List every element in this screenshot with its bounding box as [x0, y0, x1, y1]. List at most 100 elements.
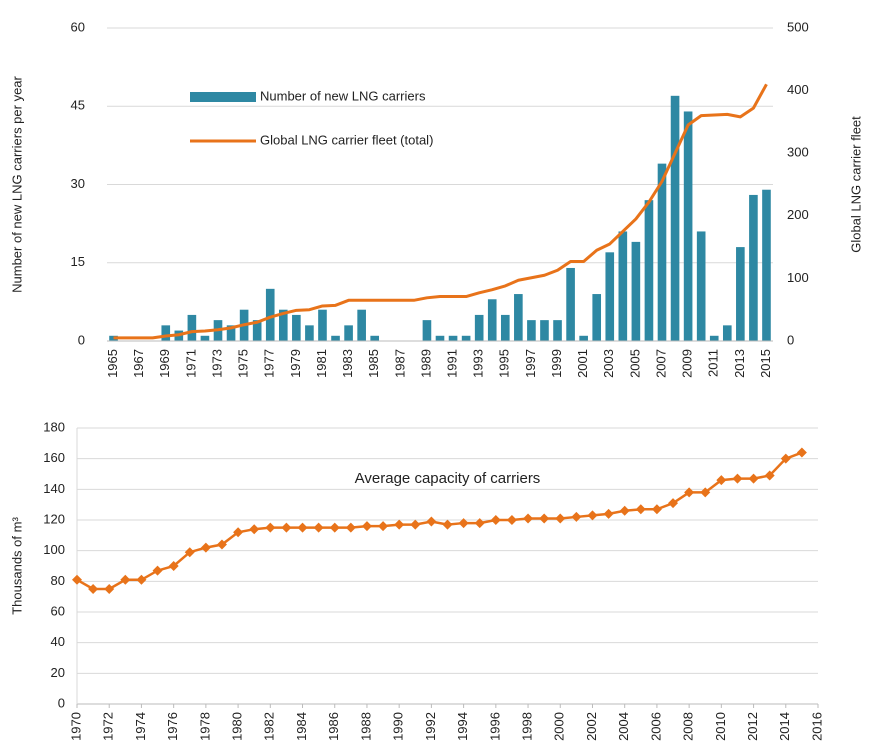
bar [631, 241, 641, 341]
marker [233, 527, 244, 538]
x-tick-label: 1979 [288, 349, 303, 378]
annotation: Average capacity of carriers [355, 470, 541, 487]
marker [104, 584, 115, 594]
bar [500, 314, 510, 341]
x-tick-label: 1974 [133, 712, 148, 741]
bar [644, 200, 654, 341]
bar [540, 320, 549, 341]
marker [168, 561, 179, 571]
marker [716, 475, 727, 486]
bar [187, 314, 197, 341]
bar [461, 335, 471, 341]
marker [152, 565, 163, 576]
y2-tick-label: 400 [787, 82, 809, 97]
marker [361, 521, 372, 532]
marker [619, 505, 630, 516]
bar [265, 288, 275, 341]
marker [506, 515, 517, 525]
bar [370, 335, 380, 341]
x-tick-label: 1999 [549, 349, 564, 378]
bar [487, 299, 497, 341]
capacity-line [76, 451, 803, 591]
y-tick-label: 15 [71, 254, 85, 269]
x-tick-label: 1984 [294, 712, 309, 741]
marker [458, 518, 469, 529]
x-tick-label: 1981 [314, 349, 329, 378]
marker [490, 515, 501, 525]
marker [184, 547, 195, 558]
bar [566, 267, 575, 341]
marker [668, 498, 679, 509]
y-tick-label: 60 [71, 19, 85, 34]
marker [587, 510, 598, 521]
legend-label: Global LNG carrier fleet (total) [260, 132, 433, 147]
marker [378, 521, 389, 532]
bar [618, 231, 628, 341]
bar [553, 320, 562, 341]
y2-axis-label: Global LNG carrier fleet [848, 116, 863, 253]
x-tick-label: 2002 [584, 712, 599, 741]
legend-swatch [190, 92, 256, 102]
y-tick-label: 160 [43, 450, 65, 465]
x-tick-label: 1982 [262, 712, 277, 741]
bar [696, 231, 706, 341]
y-tick-label: 20 [51, 665, 65, 680]
bar [736, 247, 745, 341]
marker [603, 508, 614, 519]
bar [709, 335, 719, 341]
bar [318, 309, 327, 341]
x-tick-label: 2008 [681, 712, 696, 741]
x-tick-label: 1994 [455, 712, 470, 741]
y-tick-label: 0 [78, 332, 85, 347]
bar [749, 194, 758, 341]
legend-label: Number of new LNG carriers [260, 88, 426, 103]
bar [527, 320, 536, 341]
y-tick-label: 30 [71, 176, 85, 191]
x-tick-label: 2015 [758, 349, 773, 378]
marker [523, 513, 534, 524]
y-tick-label: 80 [51, 573, 65, 588]
marker [555, 513, 566, 524]
marker [539, 513, 550, 524]
x-tick-label: 1993 [471, 349, 486, 378]
marker [216, 539, 227, 550]
x-tick-label: 1989 [418, 349, 433, 378]
x-tick-label: 1965 [105, 349, 120, 378]
bar [292, 314, 301, 341]
x-tick-label: 1997 [523, 349, 538, 378]
bar [448, 335, 458, 341]
marker [394, 519, 405, 530]
x-tick-label: 1985 [366, 349, 381, 378]
marker [780, 453, 791, 464]
bar [278, 309, 288, 341]
y2-tick-label: 100 [787, 270, 809, 285]
bar [722, 325, 732, 341]
marker [313, 522, 324, 533]
marker [136, 574, 147, 585]
x-tick-label: 2013 [732, 349, 747, 378]
x-tick-label: 1967 [131, 349, 146, 378]
fleet-line [113, 83, 768, 340]
marker [200, 542, 211, 553]
y-tick-label: 60 [51, 603, 65, 618]
marker [764, 470, 775, 481]
x-tick-label: 1973 [209, 349, 224, 378]
x-tick-label: 1998 [519, 712, 534, 741]
x-tick-label: 2011 [706, 349, 721, 377]
x-tick-label: 1987 [392, 349, 407, 378]
y2-tick-label: 500 [787, 19, 809, 34]
y-tick-label: 100 [43, 542, 65, 557]
x-tick-label: 1977 [262, 349, 277, 378]
marker [72, 574, 82, 585]
y-tick-label: 45 [71, 98, 85, 113]
y-tick-label: 120 [43, 511, 65, 526]
bar [670, 95, 680, 341]
x-tick-label: 1992 [423, 712, 438, 741]
marker [410, 519, 421, 530]
bar [762, 189, 771, 341]
marker [635, 504, 646, 515]
bar [683, 111, 693, 341]
x-tick-label: 1971 [183, 349, 198, 378]
y-axis-label: Number of new LNG carriers per year [9, 75, 24, 292]
y-tick-label: 40 [51, 634, 65, 649]
